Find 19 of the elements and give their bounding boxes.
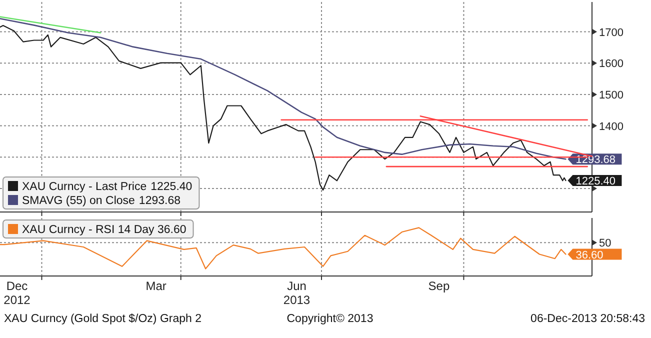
annotation: 36.60 — [576, 249, 604, 262]
text: 06-Dec-2013 20:58:43 — [530, 313, 645, 325]
legend-label: XAU Curncy - Last Price — [22, 181, 147, 193]
text: Copyright© 2013 — [286, 313, 374, 325]
text: 1225.40 — [150, 181, 192, 193]
legend-label: XAU Curncy - RSI 14 Day 36.60 — [22, 224, 186, 236]
x-tick-label: Dec 2012 — [4, 279, 31, 307]
text: 50 — [599, 238, 612, 250]
x-tick-label: Jun 2013 — [283, 279, 310, 307]
legend-label: SMAVG (55) on Close — [22, 195, 135, 207]
y-tick-label: 1500 — [599, 89, 624, 102]
y-tick-label: 1700 — [599, 26, 624, 39]
x-tick-label: Mar — [146, 279, 166, 293]
y-tick-label: 1400 — [599, 120, 624, 133]
text: XAU Curncy (Gold Spot $/Oz) Graph 2 — [4, 313, 202, 325]
x-tick-label: Sep — [428, 279, 450, 293]
y-tick-label: 1600 — [599, 58, 624, 70]
text: 1293.68 — [138, 195, 180, 207]
data-label: 1225.40 — [576, 176, 616, 188]
